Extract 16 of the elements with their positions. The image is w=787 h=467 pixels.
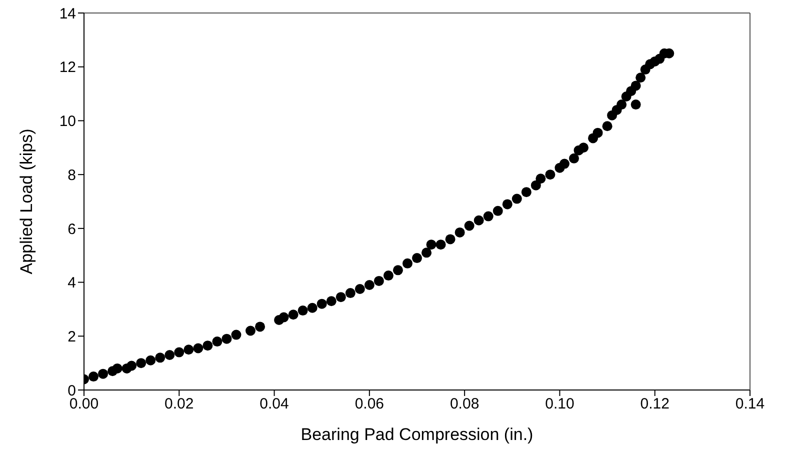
y-tick-label: 6 xyxy=(68,220,76,238)
x-tick-label: 0.06 xyxy=(354,396,384,413)
y-tick-label: 2 xyxy=(68,328,76,346)
x-tick-label: 0.02 xyxy=(164,396,194,413)
x-tick-label: 0.04 xyxy=(260,396,289,413)
x-tick-label: 0.08 xyxy=(450,396,480,413)
x-tick-label: 0.12 xyxy=(640,396,670,413)
x-tick-label: 0.10 xyxy=(545,396,574,413)
y-tick-label: 10 xyxy=(59,113,76,130)
y-tick-label: 8 xyxy=(68,166,76,184)
y-axis-title: Applied Load (kips) xyxy=(17,128,36,274)
x-tick-label: 0.14 xyxy=(735,396,765,413)
y-tick-label: 14 xyxy=(59,5,76,22)
x-axis-title: Bearing Pad Compression (in.) xyxy=(300,425,534,444)
y-tick-label: 12 xyxy=(59,59,76,76)
y-tick-label: 4 xyxy=(68,274,76,292)
